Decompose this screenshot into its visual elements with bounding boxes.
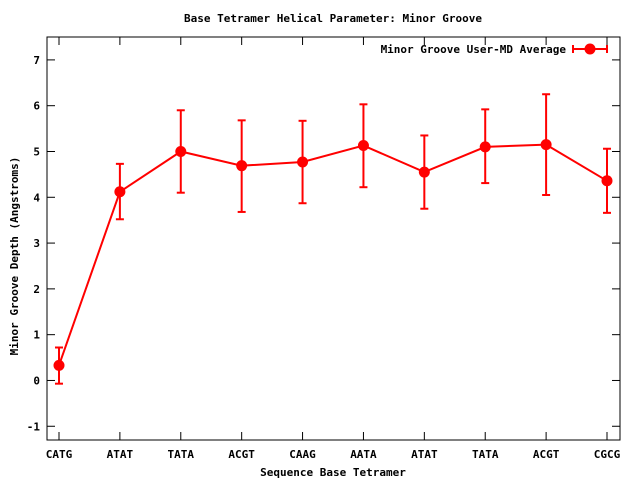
plot-frame [46,36,621,441]
y-axis-label: Minor Groove Depth (Angstroms) [8,157,21,356]
x-tick-label: ATAT [107,448,134,461]
x-tick-label: CATG [46,448,73,461]
y-tick-label: 2 [33,283,40,296]
y-tick-label: 6 [33,100,40,113]
x-tick-label: TATA [168,448,195,461]
x-tick-label: ATAT [411,448,438,461]
data-point [114,186,126,198]
x-tick-label: ACGT [533,448,560,461]
x-tick-label: ACGT [228,448,255,461]
data-point [297,156,309,168]
data-point [418,166,430,178]
legend: Minor Groove User-MD Average [381,43,608,56]
x-tick-label: TATA [472,448,499,461]
y-tick-label: 3 [33,237,40,250]
x-tick-label: CGCG [594,448,621,461]
y-axis: -1 0 1 2 3 4 5 6 7 [27,54,620,433]
y-tick-label: 0 [33,374,40,387]
data-point [357,140,369,152]
data-point [540,139,552,151]
plot-border [46,36,621,441]
x-axis: CATG ATAT TATA ACGT CAAG AATA ATAT TATA ACGT CGCG [46,37,621,461]
chart-title: Base Tetramer Helical Parameter: Minor G… [184,12,482,25]
x-axis-label: Sequence Base Tetramer [260,466,406,479]
y-tick-label: -1 [27,420,41,433]
data-point [479,141,491,153]
data-point [175,145,187,157]
legend-label: Minor Groove User-MD Average [381,43,567,56]
x-tick-label: CAAG [289,448,316,461]
y-tick-label: 5 [33,145,40,158]
data-point [601,175,613,187]
y-tick-label: 4 [33,191,40,204]
legend-marker [584,43,596,55]
data-point [53,359,65,371]
series-line [58,143,608,366]
series-layer [53,93,613,385]
y-tick-label: 1 [33,329,40,342]
data-point [236,160,248,172]
y-tick-label: 7 [33,54,40,67]
x-tick-label: AATA [350,448,377,461]
